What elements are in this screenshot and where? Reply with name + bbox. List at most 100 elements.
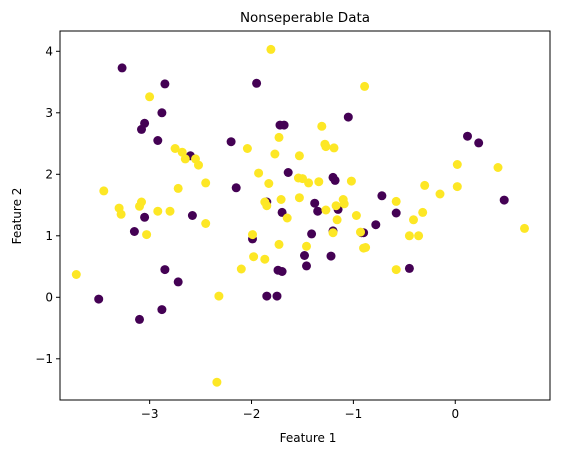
x-axis-label: Feature 1 — [280, 431, 337, 445]
data-point-2-8 — [194, 160, 203, 170]
data-point-2-48 — [452, 182, 462, 192]
data-point-2-56 — [320, 139, 330, 149]
data-point-1-32 — [262, 291, 272, 301]
data-point-2-28 — [329, 143, 339, 153]
data-point-2-45 — [414, 231, 424, 241]
data-point-1-36 — [300, 251, 309, 260]
data-points — [71, 44, 529, 387]
data-point-2-2 — [360, 81, 370, 91]
data-point-1-35 — [283, 168, 293, 177]
y-tick-label: 4 — [45, 44, 53, 58]
data-point-1-15 — [187, 211, 197, 220]
data-point-2-53 — [248, 230, 257, 240]
data-point-2-39 — [331, 201, 341, 211]
data-point-2-49 — [452, 160, 462, 169]
data-point-1-30 — [173, 277, 183, 287]
data-point-2-3 — [145, 92, 155, 102]
data-point-2-58 — [321, 205, 331, 215]
data-point-1-9 — [252, 78, 262, 88]
data-point-2-13 — [137, 197, 146, 207]
data-point-1-37 — [302, 261, 311, 271]
data-point-2-14 — [153, 206, 163, 216]
x-tick-label: −3 — [141, 407, 159, 421]
data-point-2-63 — [359, 243, 369, 253]
data-point-1-4 — [140, 118, 150, 128]
data-point-2-25 — [294, 151, 304, 161]
data-point-2-32 — [249, 252, 259, 262]
data-point-2-22 — [274, 132, 284, 142]
data-point-1-48 — [499, 195, 509, 205]
data-point-1-28 — [157, 305, 167, 315]
data-point-2-57 — [328, 228, 338, 238]
data-point-1-13 — [463, 131, 472, 141]
data-point-1-27 — [135, 314, 144, 324]
data-point-2-65 — [391, 196, 401, 206]
data-point-2-59 — [332, 215, 342, 225]
data-point-2-47 — [435, 189, 445, 199]
x-tick-label: 0 — [451, 407, 459, 421]
data-point-2-70 — [293, 173, 303, 183]
data-point-2-17 — [201, 219, 211, 228]
data-point-2-66 — [409, 215, 418, 225]
data-point-1-46 — [391, 208, 401, 218]
data-point-2-36 — [276, 195, 286, 204]
data-point-1-29 — [160, 265, 170, 275]
data-point-1-42 — [330, 175, 340, 185]
data-point-1-38 — [307, 229, 317, 239]
data-point-2-51 — [520, 223, 529, 233]
data-point-1-11 — [279, 120, 289, 130]
data-point-2-15 — [173, 183, 183, 193]
data-point-2-29 — [242, 144, 252, 153]
data-point-1-19 — [272, 291, 282, 301]
chart-title: Nonseperable Data — [240, 10, 370, 26]
data-point-2-43 — [404, 231, 414, 241]
y-axis-label: Feature 2 — [10, 188, 24, 245]
data-point-2-9 — [99, 186, 109, 196]
data-point-2-69 — [282, 213, 292, 223]
data-point-1-39 — [313, 206, 323, 216]
data-point-2-30 — [254, 168, 264, 178]
x-tick-label: −2 — [243, 407, 261, 421]
data-point-1-20 — [310, 198, 320, 208]
data-point-2-60 — [314, 177, 324, 187]
y-tick-label: 3 — [45, 106, 53, 120]
data-point-1-8 — [226, 137, 236, 147]
data-point-2-54 — [260, 197, 270, 207]
data-point-1-1 — [117, 63, 127, 73]
data-point-1-14 — [474, 138, 484, 148]
x-axis: −3 −2 −1 0 — [141, 400, 459, 421]
data-point-2-67 — [418, 207, 428, 217]
data-point-2-20 — [212, 377, 222, 387]
data-point-1-40 — [326, 251, 336, 261]
data-point-1-26 — [140, 212, 150, 222]
data-point-2-21 — [264, 179, 274, 188]
y-tick-label: 2 — [45, 167, 53, 181]
data-point-1-25 — [129, 227, 139, 236]
data-point-2-26 — [317, 121, 327, 131]
data-point-2-4 — [177, 147, 187, 157]
data-point-1-16 — [231, 183, 241, 193]
data-point-2-61 — [339, 199, 349, 209]
y-tick-label: 0 — [45, 290, 53, 304]
data-point-2-7 — [180, 154, 190, 164]
data-point-2-50 — [493, 163, 503, 172]
y-tick-label: 1 — [45, 229, 53, 243]
data-point-2-46 — [420, 180, 430, 190]
data-point-2-23 — [270, 149, 280, 159]
data-point-1-24 — [94, 294, 104, 304]
data-point-1-23 — [377, 191, 387, 201]
data-point-2-16 — [142, 230, 152, 240]
data-point-2-33 — [260, 254, 270, 264]
plot-frame — [59, 30, 551, 401]
data-point-1-47 — [404, 263, 414, 273]
data-point-1-2 — [160, 79, 170, 89]
data-point-2-37 — [302, 241, 311, 251]
data-point-1-45 — [371, 220, 381, 230]
data-point-1-12 — [343, 112, 353, 122]
data-point-2-64 — [356, 227, 365, 237]
x-tick-label: −1 — [345, 407, 363, 421]
y-tick-label: −1 — [35, 352, 53, 366]
data-point-2-31 — [236, 264, 246, 274]
data-point-2-52 — [165, 206, 175, 216]
data-point-1-5 — [153, 136, 163, 145]
